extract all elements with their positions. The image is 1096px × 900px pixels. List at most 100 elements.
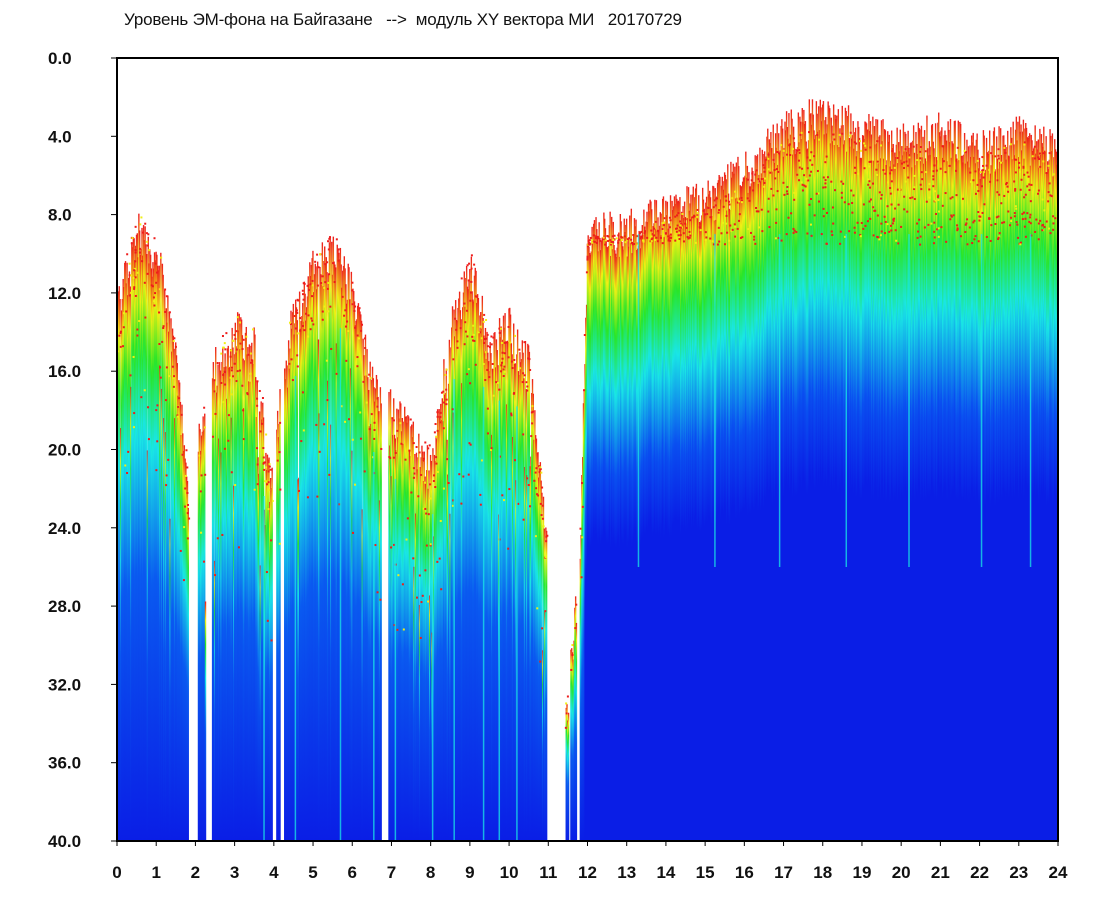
heatmap-column bbox=[517, 371, 520, 841]
heatmap-column bbox=[816, 113, 818, 841]
noise-point bbox=[154, 262, 157, 265]
noise-point bbox=[750, 179, 753, 182]
noise-point bbox=[667, 235, 670, 238]
noise-point bbox=[707, 206, 710, 209]
heatmap-column bbox=[298, 477, 300, 841]
heatmap-column bbox=[520, 362, 522, 841]
heatmap-column bbox=[315, 266, 317, 841]
noise-point bbox=[857, 172, 860, 175]
heatmap-column bbox=[331, 274, 334, 841]
noise-point bbox=[311, 319, 314, 322]
heatmap-column bbox=[124, 261, 127, 841]
heatmap-column bbox=[145, 244, 147, 841]
noise-point bbox=[329, 236, 332, 239]
noise-point bbox=[586, 255, 589, 258]
heatmap-column bbox=[800, 139, 803, 841]
noise-point bbox=[1000, 202, 1003, 205]
y-tick-label: 0.0 bbox=[48, 49, 72, 68]
noise-point bbox=[346, 320, 349, 323]
noise-point bbox=[936, 196, 939, 199]
heatmap-column bbox=[783, 147, 785, 841]
noise-point bbox=[458, 473, 461, 476]
noise-point bbox=[362, 380, 365, 383]
noise-point bbox=[583, 334, 586, 337]
heatmap-column bbox=[199, 429, 201, 841]
noise-point bbox=[913, 186, 916, 189]
heatmap-column bbox=[974, 145, 976, 841]
heatmap-column bbox=[534, 410, 536, 841]
noise-point bbox=[429, 543, 432, 546]
heatmap-column bbox=[400, 403, 402, 841]
heatmap-column bbox=[376, 379, 378, 841]
noise-point bbox=[328, 273, 331, 276]
noise-point bbox=[227, 439, 230, 442]
noise-point bbox=[897, 242, 900, 245]
noise-point bbox=[678, 236, 681, 239]
heatmap-column bbox=[330, 424, 332, 841]
heatmap-column bbox=[764, 159, 767, 841]
noise-point bbox=[158, 342, 161, 345]
noise-point bbox=[185, 449, 188, 452]
noise-point bbox=[956, 227, 959, 230]
noise-point bbox=[351, 281, 354, 284]
noise-point bbox=[974, 235, 977, 238]
heatmap-column bbox=[391, 418, 393, 841]
heatmap-column bbox=[464, 306, 466, 841]
heatmap-column bbox=[854, 132, 856, 841]
noise-point bbox=[376, 591, 379, 594]
noise-point bbox=[544, 556, 547, 559]
noise-point bbox=[685, 226, 688, 229]
heatmap-column bbox=[927, 155, 930, 841]
heatmap-column bbox=[226, 348, 229, 841]
heatmap-column bbox=[615, 257, 618, 841]
heatmap-column bbox=[1054, 149, 1057, 841]
noise-point bbox=[884, 220, 887, 223]
noise-point bbox=[216, 362, 219, 365]
noise-point bbox=[757, 210, 760, 213]
heatmap-column bbox=[1039, 154, 1042, 841]
noise-point bbox=[772, 194, 775, 197]
heatmap-column bbox=[610, 255, 612, 841]
noise-point bbox=[691, 216, 694, 219]
noise-point bbox=[368, 373, 371, 376]
noise-point bbox=[763, 170, 766, 173]
heatmap-column bbox=[244, 332, 247, 841]
heatmap-column bbox=[872, 116, 874, 841]
heatmap-column bbox=[392, 435, 394, 841]
noise-point bbox=[447, 481, 450, 484]
noise-point bbox=[822, 215, 825, 218]
heatmap-column bbox=[668, 223, 670, 841]
heatmap-column bbox=[670, 233, 673, 841]
heatmap-column bbox=[860, 157, 862, 841]
heatmap-column bbox=[990, 165, 992, 841]
noise-point bbox=[822, 186, 825, 189]
noise-point bbox=[933, 230, 936, 233]
heatmap-column bbox=[523, 378, 525, 841]
heatmap-column bbox=[1019, 131, 1021, 841]
heatmap-column bbox=[977, 149, 979, 841]
noise-point bbox=[475, 295, 478, 298]
noise-point bbox=[656, 240, 659, 243]
heatmap-column bbox=[642, 234, 644, 841]
heatmap-column bbox=[284, 379, 287, 841]
noise-point bbox=[965, 222, 968, 225]
noise-point bbox=[151, 285, 154, 288]
noise-point bbox=[797, 159, 800, 162]
noise-point bbox=[389, 457, 392, 460]
noise-point bbox=[436, 429, 439, 432]
noise-point bbox=[435, 435, 438, 438]
noise-point bbox=[364, 347, 367, 350]
noise-point bbox=[603, 235, 606, 238]
noise-point bbox=[900, 225, 903, 228]
heatmap-column bbox=[889, 166, 891, 841]
heatmap-column bbox=[667, 228, 669, 841]
noise-point bbox=[290, 358, 293, 361]
heatmap-column bbox=[885, 165, 887, 841]
noise-point bbox=[467, 368, 470, 371]
noise-point bbox=[439, 416, 442, 419]
noise-point bbox=[667, 238, 670, 241]
heatmap-column bbox=[509, 307, 511, 841]
heatmap-column bbox=[1007, 155, 1010, 841]
noise-point bbox=[728, 203, 731, 206]
noise-point bbox=[798, 148, 801, 151]
